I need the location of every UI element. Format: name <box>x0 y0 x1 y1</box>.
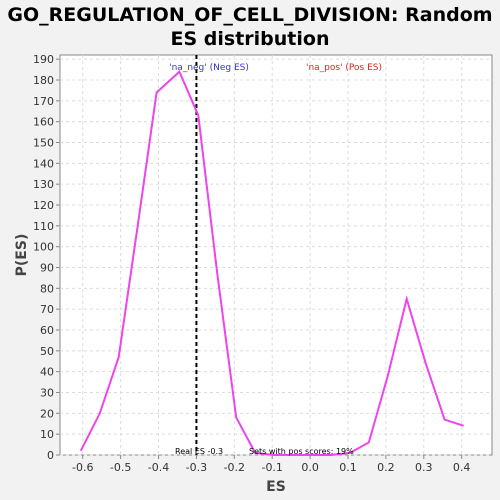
real-es-text: Real ES -0.3 <box>175 447 223 456</box>
chart-title-line-1: GO_REGULATION_OF_CELL_DIVISION: Random <box>7 4 493 26</box>
x-tick-label: -0.6 <box>72 461 93 474</box>
x-tick-label: 0.3 <box>415 461 433 474</box>
y-tick-label: 30 <box>40 387 54 400</box>
y-tick-label: 90 <box>40 262 54 275</box>
y-tick-label: 150 <box>33 137 54 150</box>
y-axis: 0 10 20 30 40 50 60 70 80 90 100 110 120 130 140 150 160… <box>33 53 60 462</box>
x-tick-label: 0.0 <box>301 461 319 474</box>
chart-title-line-2: ES distribution <box>170 28 330 50</box>
neg-es-label: 'na_neg' (Neg ES) <box>169 63 249 73</box>
x-tick-label: -0.1 <box>261 461 282 474</box>
plot-area <box>59 54 493 456</box>
chart-title: GO_REGULATION_OF_CELL_DIVISION: Random E… <box>0 3 500 51</box>
y-tick-label: 100 <box>33 241 54 254</box>
y-tick-label: 70 <box>40 303 54 316</box>
y-tick-label: 10 <box>40 428 54 441</box>
y-tick-label: 170 <box>33 95 54 108</box>
y-tick-label: 180 <box>33 74 54 87</box>
x-tick-label: -0.4 <box>148 461 169 474</box>
y-tick-label: 190 <box>33 53 54 66</box>
x-tick-label: 0.4 <box>453 461 471 474</box>
y-tick-label: 0 <box>47 449 54 462</box>
x-tick-label: -0.3 <box>186 461 207 474</box>
y-axis-label: P(ES) <box>14 234 30 277</box>
y-tick-label: 130 <box>33 178 54 191</box>
y-tick-label: 40 <box>40 366 54 379</box>
x-tick-label: -0.5 <box>110 461 131 474</box>
y-tick-label: 120 <box>33 199 54 212</box>
y-tick-label: 60 <box>40 324 54 337</box>
x-tick-label: 0.2 <box>377 461 395 474</box>
y-tick-label: 20 <box>40 407 54 420</box>
y-tick-label: 110 <box>33 220 54 233</box>
y-tick-label: 160 <box>33 116 54 129</box>
pos-scores-text: Sets with pos scores: 19% <box>249 447 354 456</box>
y-tick-label: 50 <box>40 345 54 358</box>
series-line-es-distribution <box>79 70 464 456</box>
y-tick-label: 80 <box>40 282 54 295</box>
x-axis: -0.6 -0.5 -0.4 -0.3 -0.2 -0.1 0.0 0.1 0.2 0.3 0.4 <box>72 455 470 474</box>
x-tick-label: -0.2 <box>224 461 245 474</box>
pos-es-label: 'na_pos' (Pos ES) <box>306 63 382 73</box>
x-tick-label: 0.1 <box>339 461 357 474</box>
x-axis-label: ES <box>266 479 286 495</box>
y-tick-label: 140 <box>33 157 54 170</box>
